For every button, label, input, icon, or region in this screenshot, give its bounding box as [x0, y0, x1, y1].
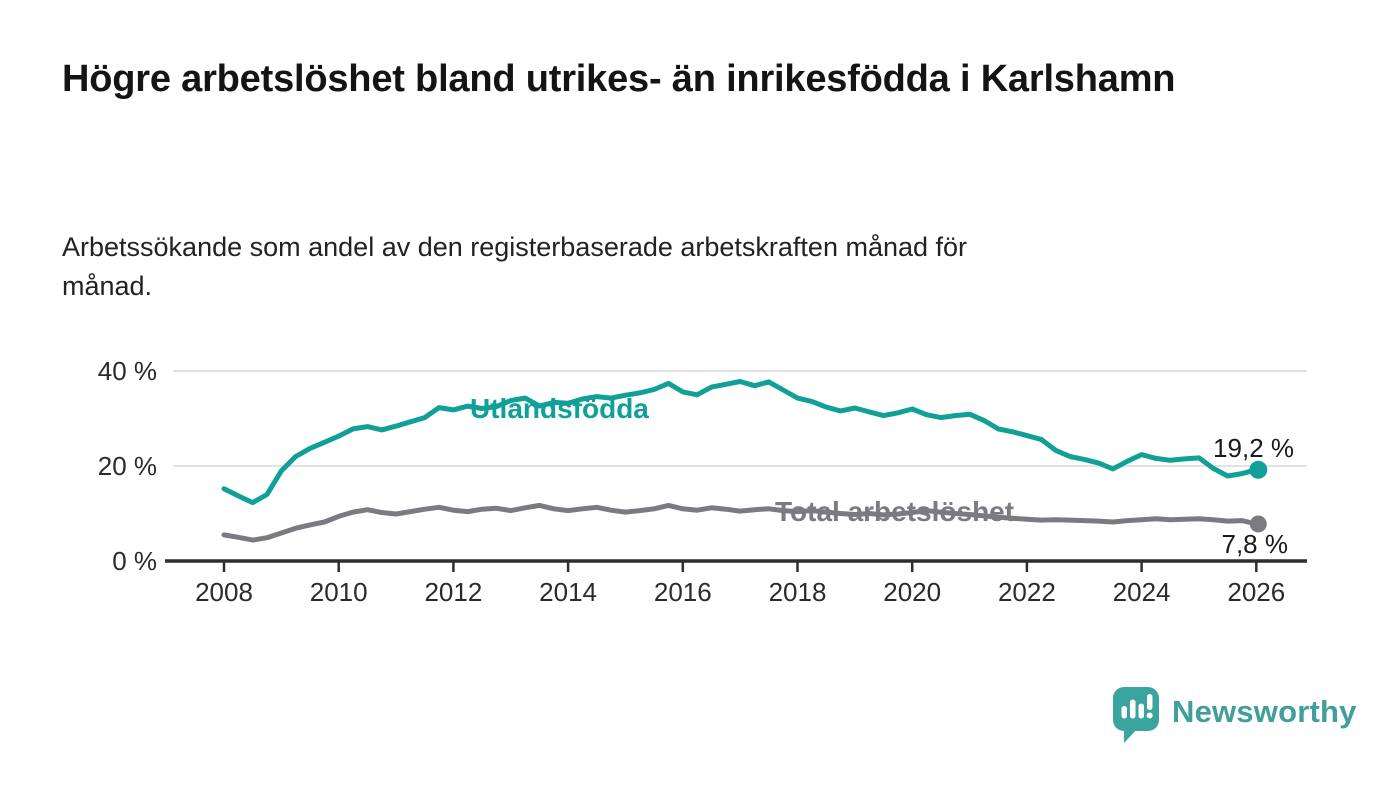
chart-subtitle: Arbetssökande som andel av den registerb…: [62, 232, 968, 302]
x-axis-label: 2016: [654, 577, 712, 607]
x-axis-label: 2022: [998, 577, 1056, 607]
x-axis-label: 2020: [883, 577, 941, 607]
newsworthy-logo: Newsworthy: [1112, 686, 1357, 746]
x-axis-label: 2010: [310, 577, 368, 607]
y-axis-label: 0 %: [112, 546, 157, 576]
series-label-total: Total arbetslöshet: [775, 496, 1014, 527]
y-axis-label: 40 %: [98, 356, 157, 386]
series-end-value-utlandsfodda: 19,2 %: [1213, 433, 1294, 463]
x-axis-label: 2018: [769, 577, 827, 607]
y-axis-label: 20 %: [98, 451, 157, 481]
series-end-dot-total: [1249, 515, 1267, 533]
bar-chart-speech-bubble-icon: [1113, 687, 1159, 743]
x-axis-label: 2008: [195, 577, 253, 607]
series-end-dot-utlandsfodda: [1249, 460, 1268, 479]
series-end-value-total: 7,8 %: [1222, 529, 1289, 559]
series-label-utlandsfodda: Utlandsfödda: [470, 393, 649, 424]
series-line-total: [221, 502, 1259, 543]
x-axis-label: 2026: [1227, 577, 1285, 607]
x-axis-label: 2012: [424, 577, 482, 607]
page-title: Högre arbetslöshet bland utrikes- än inr…: [62, 58, 1176, 100]
series-line-utlandsfodda: [221, 379, 1259, 506]
x-axis-label: 2014: [539, 577, 597, 607]
brand-name: Newsworthy: [1172, 694, 1357, 729]
x-axis-label: 2024: [1113, 577, 1171, 607]
